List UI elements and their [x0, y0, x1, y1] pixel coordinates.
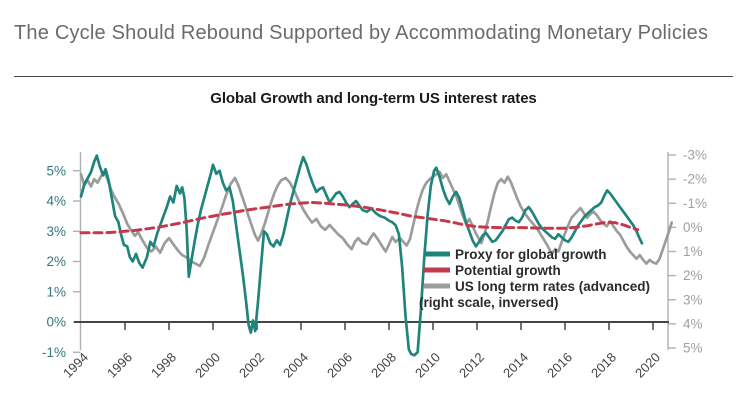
legend-item-label: US long term rates (advanced) — [455, 279, 650, 294]
x-axis-label: 1996 — [104, 350, 135, 381]
x-axis-label: 1998 — [148, 350, 179, 381]
left-axis-label: 0% — [46, 315, 66, 330]
legend-item-label: Potential growth — [455, 263, 561, 278]
right-axis-label: -1% — [683, 196, 707, 211]
left-axis-label: -1% — [42, 345, 66, 360]
legend-item-label: Proxy for global growth — [455, 247, 607, 262]
left-axis-label: 5% — [46, 163, 66, 178]
page-title: The Cycle Should Rebound Supported by Ac… — [14, 22, 709, 44]
left-axis-label: 4% — [46, 194, 66, 209]
x-axis-label: 2008 — [368, 350, 399, 381]
growth-rates-chart: 5% 4% 3% 2% 1% 0% -1% -3% -2% -1% 0% 1% 2% 3% 4% 5% 1994… — [0, 130, 747, 412]
right-axis-label: 3% — [683, 292, 703, 307]
chart-title: Global Growth and long-term US interest … — [210, 90, 537, 107]
x-axis-label: 2012 — [456, 350, 487, 381]
x-axis-label: 2004 — [280, 350, 311, 381]
right-axis-label: 4% — [683, 316, 703, 331]
right-axis-label: -3% — [683, 148, 707, 163]
right-axis-label: 0% — [683, 220, 703, 235]
x-axis-label: 2016 — [544, 350, 575, 381]
x-axis-label: 2000 — [192, 350, 223, 381]
x-axis-label: 2020 — [632, 350, 663, 381]
x-axis-label: 2006 — [324, 350, 355, 381]
series-proxy-global-growth-line — [79, 154, 644, 357]
growth-rates-chart-svg: 5%4%3%2%1%0%-1%-3%-2%-1%0%1%2%3%4%5%1994… — [42, 148, 707, 381]
left-axis-label: 2% — [46, 254, 66, 269]
legend-note: (right scale, inversed) — [419, 295, 559, 310]
x-axis-label: 2014 — [500, 350, 531, 381]
right-axis-label: -2% — [683, 172, 707, 187]
x-axis-label: 2018 — [588, 350, 619, 381]
right-axis-label: 2% — [683, 268, 703, 283]
x-axis-label: 2002 — [236, 350, 267, 381]
right-axis-label: 5% — [683, 341, 703, 356]
series-potential-growth-line — [79, 201, 640, 235]
right-axis-label: 1% — [683, 244, 703, 259]
left-axis-label: 3% — [46, 224, 66, 239]
series-us-long-term-rates-line — [79, 170, 674, 268]
header-divider — [14, 76, 733, 77]
left-axis-label: 1% — [46, 284, 66, 299]
